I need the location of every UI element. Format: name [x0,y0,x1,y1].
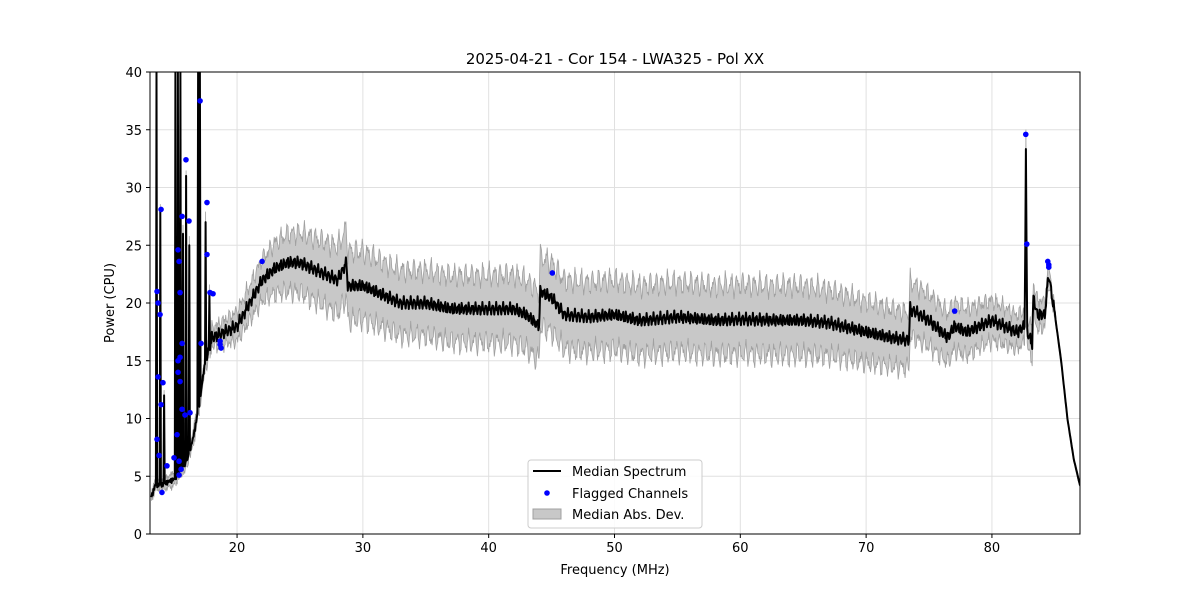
flagged-channel-point [175,247,181,253]
flagged-channel-point [164,463,170,469]
y-tick-label: 25 [125,239,142,254]
y-tick-label: 0 [134,528,142,543]
legend-band-swatch [532,508,562,520]
flagged-channel-point [186,218,192,224]
flagged-channel-point [204,251,210,258]
flagged-channel-point [1023,241,1030,247]
flagged-channel-point [1045,264,1052,270]
y-axis-label: Power (CPU) [103,263,118,343]
flagged-channel-point [218,345,224,351]
flagged-channel-point [210,290,216,297]
flagged-channel-point [155,374,161,380]
flagged-channel-point [204,199,210,206]
x-tick-label: 20 [229,541,246,556]
x-axis: 20 30 40 50 60 70 80 [229,534,1000,556]
legend-box [527,459,703,529]
flagged-channel-point [176,258,182,265]
flagged-channel-point [178,466,184,473]
flagged-channel-point [171,454,177,461]
x-tick-label: 50 [606,541,623,556]
legend: Median Spectrum Flagged Channels Median … [527,459,703,529]
median-spectrum-line [150,72,1080,498]
y-tick-label: 5 [134,470,142,485]
flagged-channel-point [179,406,185,413]
flagged-channel-point [177,378,183,385]
legend-median: Median Spectrum [572,465,686,480]
flagged-channel-point [198,340,204,347]
flagged-channel-point [951,308,958,314]
flagged-channel-point [175,357,181,364]
flagged-channel-point [175,369,181,376]
y-tick-label: 10 [125,413,142,428]
flagged-channel-point [179,213,185,220]
flagged-channels [154,98,1052,496]
flagged-channel-point [176,458,182,465]
flagged-channel-point [154,436,160,443]
flagged-channel-point [182,412,188,418]
flagged-channel-point [179,340,185,347]
x-tick-label: 30 [355,541,372,556]
mad-band [151,72,1080,501]
legend-flagged: Flagged Channels [572,487,688,502]
y-tick-label: 30 [125,182,142,197]
y-tick-label: 15 [125,355,142,370]
flagged-channel-point [176,472,182,478]
flagged-channel-point [177,289,183,296]
flagged-channel-point [159,489,165,496]
flagged-channel-point [549,270,556,276]
flagged-channel-point [1022,131,1029,138]
y-tick-label: 40 [125,66,142,81]
x-tick-label: 80 [984,541,1001,556]
y-axis: 0 5 10 15 20 25 30 35 40 [125,66,150,543]
flagged-channel-point [158,206,164,213]
flagged-channel-point [158,401,164,408]
flagged-channel-point [259,258,265,265]
flagged-channel-point [154,288,160,295]
x-tick-label: 60 [732,541,749,556]
chart-title: 2025-04-21 - Cor 154 - LWA325 - Pol XX [466,50,764,68]
flagged-channel-point [197,98,203,104]
x-tick-label: 70 [858,541,875,556]
flagged-channel-point [187,409,193,416]
flagged-channel-point [174,431,180,438]
flagged-channel-point [217,338,223,344]
y-tick-label: 35 [125,124,142,139]
x-axis-label: Frequency (MHz) [560,563,669,578]
flagged-channel-point [183,156,189,163]
y-tick-label: 20 [125,297,142,312]
x-tick-label: 40 [480,541,497,556]
flagged-channel-point [157,311,163,318]
legend-mad: Median Abs. Dev. [572,508,684,523]
legend-dot-swatch [544,490,550,496]
flagged-channel-point [160,379,166,386]
flagged-channel-point [155,300,161,306]
flagged-channel-point [156,452,162,459]
